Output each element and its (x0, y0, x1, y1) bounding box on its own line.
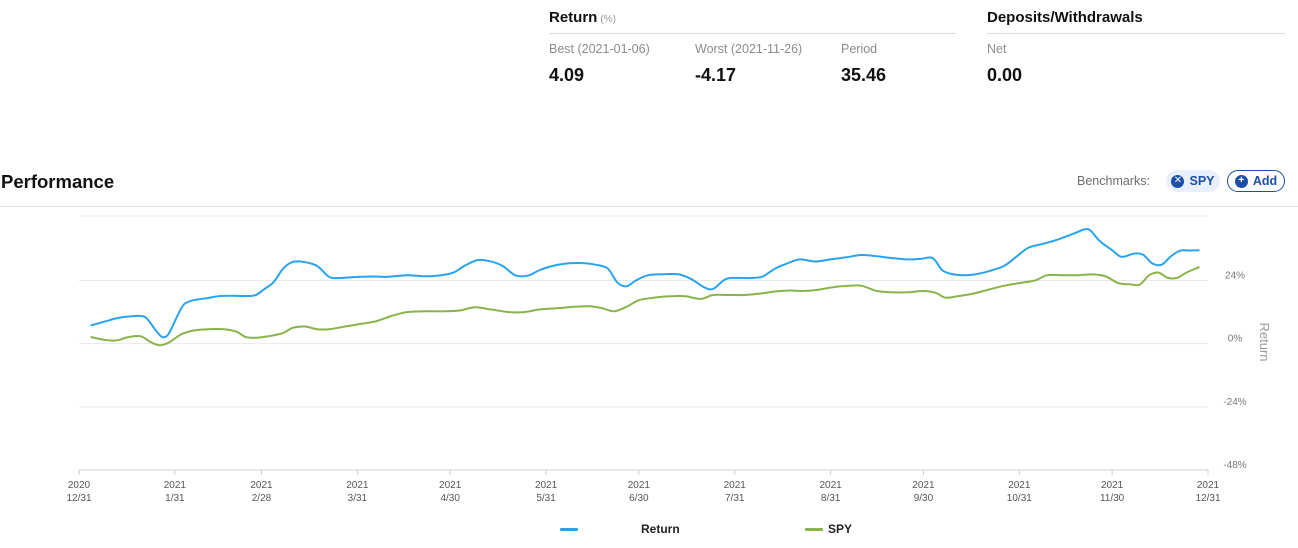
axis-layer: 24% 0% -24% -48% Return 2020 12/31 2021 1/31 2021… (66, 270, 1272, 504)
x-tick-label-date: 4/30 (440, 493, 460, 504)
x-tick-label-year: 2021 (724, 480, 747, 491)
x-tick-label-year: 2021 (250, 480, 273, 491)
series-line-return (90, 228, 1200, 339)
y-axis-title: Return (1257, 322, 1272, 361)
deposits-stat-net: Net 0.00 (987, 42, 1022, 86)
series-line-spy (90, 266, 1200, 347)
return-title: Return (%) (549, 9, 616, 26)
return-stat-worst: Worst (2021-11-26) -4.17 (695, 42, 802, 86)
x-tick-label-year: 2021 (346, 480, 369, 491)
add-benchmark-label: Add (1252, 174, 1278, 188)
x-tick-label-year: 2021 (439, 480, 462, 491)
performance-chart: 24% 0% -24% -48% Return 2020 12/31 2021 1/31 2021… (66, 215, 1272, 504)
benchmark-chip-label: SPY (1189, 174, 1215, 188)
legend-item-return[interactable]: Return (560, 522, 680, 536)
performance-title: Performance (1, 171, 115, 192)
y-tick-label: -48% (1223, 460, 1246, 471)
legend-swatch-spy (805, 527, 823, 531)
deposits-header: Deposits/Withdrawals (987, 0, 1285, 34)
deposits-section: Deposits/Withdrawals (987, 0, 1285, 34)
stat-value: -4.17 (695, 65, 737, 85)
benchmarks-label: Benchmarks: (1077, 174, 1150, 188)
x-tick-label-year: 2021 (912, 480, 935, 491)
legend-label-return: Return (641, 522, 680, 536)
y-tick-label: 0% (1228, 334, 1243, 345)
x-tick-label-year: 2021 (535, 480, 558, 491)
grid-layer (79, 215, 1208, 471)
y-tick-label: 24% (1225, 270, 1245, 281)
return-stat-period: Period 35.46 (841, 42, 886, 86)
x-tick-label-date: 10/31 (1007, 493, 1032, 504)
plus-circle-icon: + (1234, 174, 1248, 188)
benchmark-chip-spy[interactable]: ✕ SPY (1166, 170, 1220, 192)
stat-value: 35.46 (841, 65, 887, 85)
close-circle-icon[interactable]: ✕ (1171, 174, 1185, 188)
x-tick-label-date: 7/31 (725, 493, 745, 504)
stat-label: Net (987, 42, 1007, 56)
deposits-title: Deposits/Withdrawals (987, 9, 1143, 26)
x-tick-label-date: 11/30 (1100, 493, 1125, 504)
stat-label: Best (2021-01-06) (549, 42, 650, 56)
x-tick-label-year: 2021 (820, 480, 843, 491)
x-tick-label-date: 12/31 (66, 493, 91, 504)
x-tick-label-date: 9/30 (914, 493, 934, 504)
x-tick-label-date: 6/30 (629, 493, 649, 504)
x-tick-label-date: 8/31 (821, 493, 841, 504)
x-tick-label-date: 3/31 (348, 493, 368, 504)
x-tick-label-year: 2021 (1101, 480, 1124, 491)
performance-divider (0, 206, 1298, 207)
return-section: Return (%) (549, 0, 956, 34)
stat-label: Period (841, 42, 878, 56)
return-stat-best: Best (2021-01-06) 4.09 (549, 42, 650, 86)
legend-label-spy: SPY (828, 522, 853, 536)
x-tick-label-year: 2021 (164, 480, 187, 491)
return-title-text: Return (549, 9, 598, 26)
legend-swatch-return (560, 527, 578, 531)
series-layer (90, 228, 1200, 347)
stat-value: 0.00 (987, 65, 1023, 85)
stat-value: 4.09 (549, 65, 585, 85)
x-tick-label-date: 12/31 (1195, 493, 1220, 504)
x-tick-label-date: 1/31 (165, 493, 185, 504)
add-benchmark-button[interactable]: + Add (1227, 170, 1285, 192)
x-tick-label-date: 5/31 (536, 493, 556, 504)
return-header: Return (%) (549, 0, 956, 34)
legend-item-spy[interactable]: SPY (805, 522, 852, 536)
x-tick-label-year: 2021 (1197, 480, 1220, 491)
return-unit: (%) (600, 14, 616, 25)
stat-label: Worst (2021-11-26) (695, 42, 803, 56)
y-tick-label: -24% (1223, 397, 1246, 408)
x-tick-label-date: 2/28 (252, 493, 272, 504)
x-tick-label-year: 2020 (68, 480, 91, 491)
x-tick-label-year: 2021 (628, 480, 651, 491)
x-tick-label-year: 2021 (1008, 480, 1031, 491)
